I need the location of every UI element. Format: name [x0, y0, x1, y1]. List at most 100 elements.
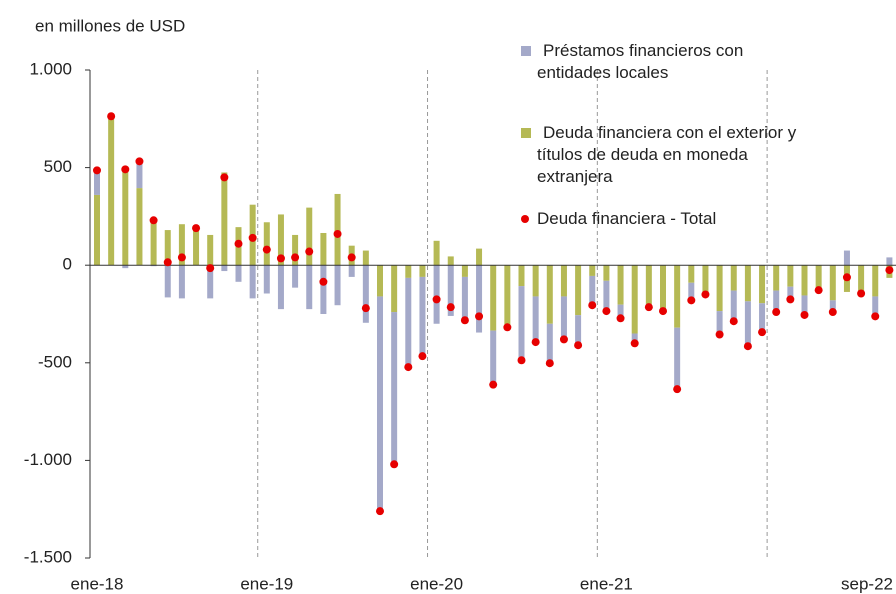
total-dot — [192, 224, 201, 233]
bar — [603, 265, 610, 281]
bar — [801, 265, 808, 296]
x-tick-label: ene-18 — [71, 574, 124, 593]
bar — [504, 265, 511, 326]
legend-label: Deuda financiera - Total — [537, 209, 717, 228]
total-dot — [446, 303, 455, 312]
total-dot — [489, 380, 498, 389]
total-dot — [673, 385, 682, 394]
x-tick-label: ene-21 — [580, 574, 633, 593]
bar — [306, 265, 313, 310]
total-dot — [276, 254, 285, 263]
y-tick-label: 1.000 — [29, 59, 72, 78]
bar — [532, 265, 539, 297]
bar — [787, 265, 794, 287]
bar — [716, 265, 723, 312]
total-dot — [814, 286, 823, 295]
total-dot — [800, 310, 809, 319]
bar — [405, 277, 412, 368]
total-dot — [885, 266, 894, 275]
total-dot — [376, 507, 384, 516]
total-dot — [701, 290, 710, 299]
total-dot — [305, 247, 314, 256]
total-dot — [503, 323, 512, 332]
total-dot — [390, 460, 399, 469]
bar — [306, 207, 313, 266]
bar — [334, 193, 341, 266]
bar — [546, 265, 553, 324]
total-dot — [361, 304, 370, 313]
bar — [688, 282, 695, 301]
bar — [292, 265, 299, 288]
bar — [348, 265, 355, 277]
bar — [787, 286, 794, 300]
total-dot — [574, 341, 583, 350]
y-tick-label: -500 — [38, 352, 72, 371]
bar — [829, 265, 836, 301]
bar — [631, 333, 638, 344]
bar — [490, 330, 497, 385]
bar — [631, 265, 638, 334]
legend-swatch — [521, 215, 529, 223]
bar — [164, 265, 171, 298]
bar — [617, 265, 624, 305]
bar — [773, 290, 780, 313]
bar — [433, 265, 440, 324]
bar — [872, 265, 879, 297]
bar — [292, 234, 299, 266]
bar — [872, 296, 879, 317]
total-dot — [729, 317, 738, 326]
total-dot — [248, 233, 257, 242]
bar — [108, 118, 115, 266]
bar — [858, 265, 865, 293]
bar — [122, 166, 129, 266]
y-tick-label: -1.500 — [24, 547, 72, 566]
bar — [744, 265, 751, 302]
bar — [320, 232, 327, 266]
total-dot — [135, 157, 144, 166]
bar — [660, 265, 666, 310]
bar — [843, 250, 850, 266]
bar — [575, 265, 582, 316]
total-dot — [404, 363, 413, 372]
total-dot — [206, 264, 215, 273]
bar — [94, 194, 100, 266]
bar — [377, 265, 383, 297]
total-dot — [559, 335, 568, 344]
bar — [94, 170, 100, 195]
bar — [674, 265, 681, 328]
total-dot — [828, 308, 837, 317]
total-dot — [687, 296, 696, 305]
total-dot — [857, 289, 866, 298]
legend-swatch — [521, 46, 531, 56]
total-dot — [871, 312, 880, 321]
y-tick-label: -1.000 — [24, 450, 72, 469]
bar — [391, 312, 398, 465]
bar — [447, 256, 454, 266]
bar — [603, 280, 610, 312]
bar — [136, 188, 143, 266]
bar — [461, 265, 468, 277]
bar — [575, 315, 582, 346]
bar — [334, 265, 341, 306]
total-dot — [715, 330, 724, 339]
bar — [476, 265, 483, 333]
x-tick-label: ene-19 — [240, 574, 293, 593]
bar — [193, 230, 200, 266]
bar — [589, 265, 596, 276]
bar — [164, 230, 171, 266]
total-dot — [786, 295, 795, 304]
total-dot — [262, 245, 271, 254]
bar — [490, 265, 497, 331]
bar — [759, 265, 766, 304]
bar — [688, 265, 695, 283]
bar — [277, 265, 284, 310]
bar — [815, 265, 822, 289]
total-dot — [602, 307, 611, 316]
bar — [362, 265, 369, 323]
bar — [221, 265, 228, 272]
total-dot — [93, 166, 101, 175]
total-dot — [163, 258, 172, 267]
bar — [419, 276, 426, 357]
bar — [589, 275, 596, 306]
